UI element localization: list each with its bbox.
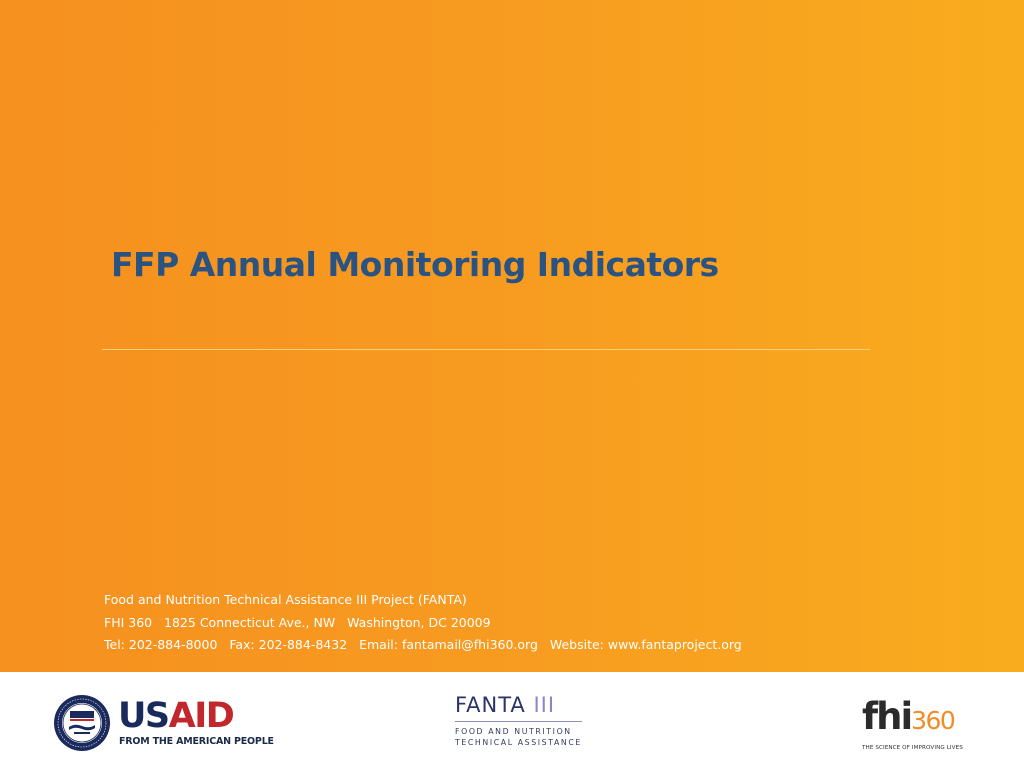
fanta-tagline-1: FOOD AND NUTRITION xyxy=(455,727,572,736)
fanta-divider xyxy=(455,721,582,722)
slide-title: FFP Annual Monitoring Indicators xyxy=(111,245,719,284)
fanta-logo: FANTA III FOOD AND NUTRITION TECHNICAL A… xyxy=(455,692,590,752)
contact-details: Tel: 202-884-8000 Fax: 202-884-8432 Emai… xyxy=(104,637,742,652)
usaid-tagline: FROM THE AMERICAN PEOPLE xyxy=(119,736,274,747)
divider-line xyxy=(102,349,870,350)
fhi360-wordmark: fhi360 xyxy=(862,697,977,744)
fanta-name: FANTA xyxy=(455,693,526,717)
project-name: Food and Nutrition Technical Assistance … xyxy=(104,592,467,607)
fhi360-logo: fhi360 THE SCIENCE OF IMPROVING LIVES xyxy=(862,697,977,752)
usaid-wordmark-us: US xyxy=(118,696,170,736)
fanta-numeral: III xyxy=(533,693,556,717)
usaid-logo: USAID FROM THE AMERICAN PEOPLE xyxy=(53,694,274,752)
fanta-tagline-2: TECHNICAL ASSISTANCE xyxy=(455,738,582,747)
fhi360-wordmark-360: 360 xyxy=(911,706,956,735)
logo-bar: USAID FROM THE AMERICAN PEOPLE FANTA III… xyxy=(0,672,1024,768)
usaid-seal-icon xyxy=(54,695,110,751)
contact-block: Food and Nutrition Technical Assistance … xyxy=(104,589,742,657)
fanta-wordmark: FANTA III xyxy=(455,692,590,718)
usaid-wordmark: USAID xyxy=(118,696,235,736)
fhi360-wordmark-fhi: fhi xyxy=(862,695,913,738)
usaid-wordmark-aid: AID xyxy=(168,696,235,736)
fhi360-tagline: THE SCIENCE OF IMPROVING LIVES xyxy=(862,745,963,751)
postal-address: FHI 360 1825 Connecticut Ave., NW Washin… xyxy=(104,614,491,630)
orange-background xyxy=(0,0,1024,672)
